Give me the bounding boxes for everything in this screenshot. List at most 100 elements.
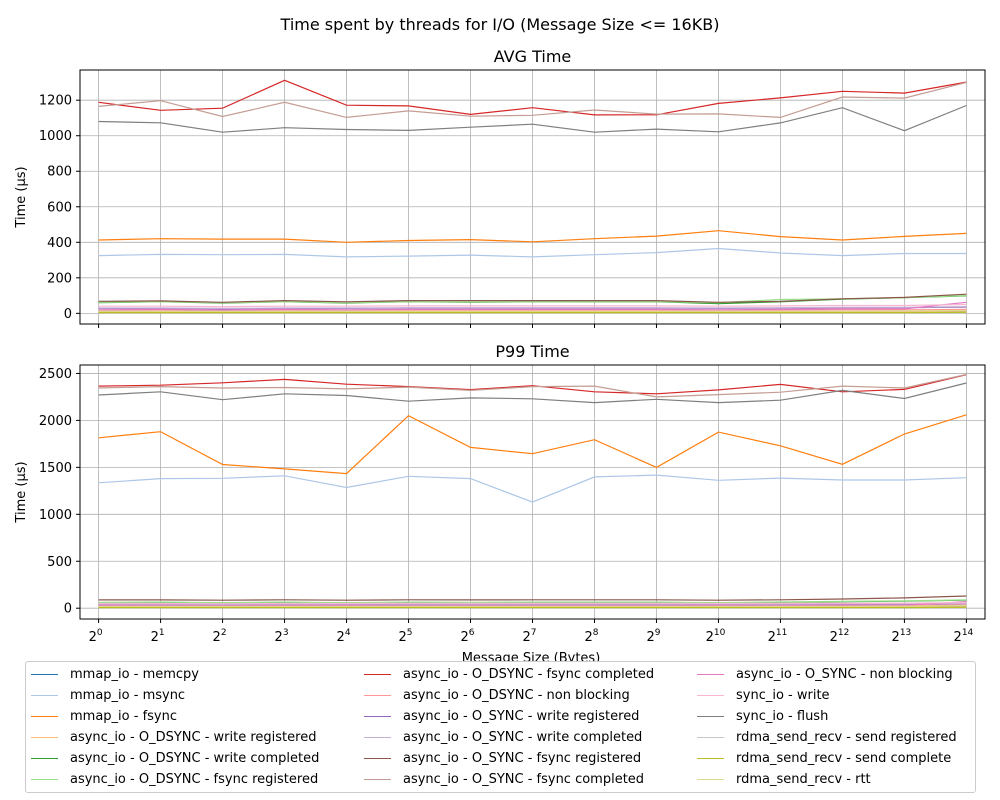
- legend-entry: mmap_io - memcpy: [31, 664, 199, 685]
- series-line-14: [98, 303, 967, 308]
- series-line-14: [98, 601, 967, 605]
- y-tick-label: 0: [64, 307, 72, 322]
- legend-swatch: [31, 716, 58, 717]
- legend-swatch: [697, 758, 724, 759]
- legend-swatch: [364, 737, 391, 738]
- subplot-2: 0 500 1000 1500 2000 2500 20 21 22 23 24 25 26 27 28 29…: [14, 342, 986, 645]
- series-line-12: [98, 81, 967, 119]
- legend-entry: async_io - O_DSYNC - write completed: [31, 748, 319, 769]
- legend-entry: mmap_io - msync: [31, 685, 185, 706]
- y-tick-label: 600: [47, 200, 72, 215]
- series-line-11: [98, 293, 967, 303]
- legend-label: async_io - O_DSYNC - write completed: [70, 751, 320, 766]
- x-tick-label: 24: [337, 628, 351, 645]
- legend-swatch: [697, 695, 724, 696]
- legend-swatch: [31, 695, 58, 696]
- y-axis-label: Time (µs): [14, 166, 29, 228]
- legend-entry: async_io - O_SYNC - write registered: [364, 706, 639, 727]
- legend-entry: async_io - O_SYNC - non blocking: [697, 664, 953, 685]
- legend-entry: rdma_send_recv - rtt: [697, 769, 871, 790]
- legend-entry: async_io - O_DSYNC - fsync completed: [364, 664, 654, 685]
- legend-label: async_io - O_DSYNC - write registered: [70, 730, 317, 745]
- y-tick-label: 0: [64, 602, 72, 617]
- legend-label: rdma_send_recv - send complete: [736, 751, 952, 766]
- series-line-8: [98, 308, 967, 312]
- y-tick-label: 200: [47, 271, 72, 286]
- legend-label: async_io - O_DSYNC - fsync registered: [70, 772, 319, 787]
- legend-entry: rdma_send_recv - send complete: [697, 748, 951, 769]
- y-tick-label: 1200: [39, 94, 72, 109]
- legend-label: mmap_io - fsync: [70, 709, 177, 724]
- legend-swatch: [31, 737, 58, 738]
- series-line-13: [98, 301, 967, 311]
- legend-entry: async_io - O_SYNC - write completed: [364, 727, 642, 748]
- legend-swatch: [31, 758, 58, 759]
- legend-swatch: [697, 737, 724, 738]
- y-tick-label: 800: [47, 165, 72, 180]
- x-tick-label: 213: [892, 628, 912, 645]
- x-tick-label: 21: [151, 628, 165, 645]
- legend-entry: async_io - O_DSYNC - fsync registered: [31, 769, 318, 790]
- x-tick-label: 214: [954, 628, 974, 645]
- legend-label: sync_io - flush: [736, 709, 829, 724]
- y-tick-label: 1000: [39, 129, 72, 144]
- series-line-18: [98, 309, 967, 312]
- legend-entry: async_io - O_SYNC - fsync completed: [364, 769, 644, 790]
- series-line-3: [98, 414, 967, 475]
- series-line-15: [98, 382, 967, 404]
- y-tick-label: 1000: [39, 508, 72, 523]
- series-line-7: [98, 374, 967, 395]
- subplot-1: 0 200 400 600 800 1000 1200 AVG Time Time (µs): [14, 47, 986, 328]
- x-tick-label: 28: [584, 628, 598, 645]
- series-line-2: [98, 474, 967, 503]
- y-tick-label: 1500: [39, 461, 72, 476]
- x-tick-label: 210: [706, 628, 726, 645]
- x-tick-label: 212: [830, 628, 850, 645]
- series-line-10: [98, 602, 967, 605]
- legend-swatch: [697, 674, 724, 675]
- legend-swatch: [697, 779, 724, 780]
- y-tick-label: 2500: [39, 367, 72, 382]
- y-axis-label: Time (µs): [14, 461, 29, 523]
- legend-entry: async_io - O_SYNC - fsync registered: [364, 748, 641, 769]
- legend-swatch: [364, 716, 391, 717]
- figure-suptitle: Time spent by threads for I/O (Message S…: [280, 15, 720, 34]
- x-tick-label: 23: [275, 628, 289, 645]
- legend-swatch: [364, 758, 391, 759]
- x-tick-label: 20: [89, 628, 103, 645]
- series-line-11: [98, 595, 967, 601]
- legend-label: async_io - O_SYNC - non blocking: [736, 667, 953, 682]
- legend-label: sync_io - write: [736, 688, 830, 703]
- legend-swatch: [364, 674, 391, 675]
- legend-label: async_io - O_DSYNC - fsync completed: [403, 667, 655, 682]
- legend-swatch: [697, 716, 724, 717]
- legend-swatch: [31, 674, 58, 675]
- legend-label: async_io - O_SYNC - write registered: [403, 709, 640, 724]
- series-line-12: [98, 373, 967, 398]
- legend-label: rdma_send_recv - rtt: [736, 772, 871, 787]
- y-tick-label: 500: [47, 555, 72, 570]
- legend-entry: sync_io - write: [697, 685, 830, 706]
- legend-label: mmap_io - memcpy: [70, 667, 199, 682]
- x-tick-label: 27: [522, 628, 536, 645]
- series-line-15: [98, 104, 967, 133]
- series-line-18: [98, 604, 967, 607]
- legend-entry: rdma_send_recv - send registered: [697, 727, 957, 748]
- y-tick-label: 400: [47, 236, 72, 251]
- series-line-3: [98, 230, 967, 243]
- series-line-13: [98, 601, 967, 607]
- legend-swatch: [31, 779, 58, 780]
- series-line-10: [98, 306, 967, 310]
- legend-label: rdma_send_recv - send registered: [736, 730, 957, 745]
- legend: mmap_io - memcpy mmap_io - msync mmap_io -…: [25, 661, 976, 793]
- legend-entry: async_io - O_DSYNC - non blocking: [364, 685, 630, 706]
- x-tick-label: 22: [213, 628, 227, 645]
- legend-label: async_io - O_SYNC - fsync completed: [403, 772, 645, 787]
- legend-label: async_io - O_SYNC - write completed: [403, 730, 643, 745]
- legend-entry: sync_io - flush: [697, 706, 828, 727]
- x-tick-label: 25: [399, 628, 413, 645]
- legend-swatch: [364, 695, 391, 696]
- plots: 0 200 400 600 800 1000 1200 AVG Time Time (µs) 0 5…: [14, 47, 986, 645]
- x-tick-label: 29: [646, 628, 660, 645]
